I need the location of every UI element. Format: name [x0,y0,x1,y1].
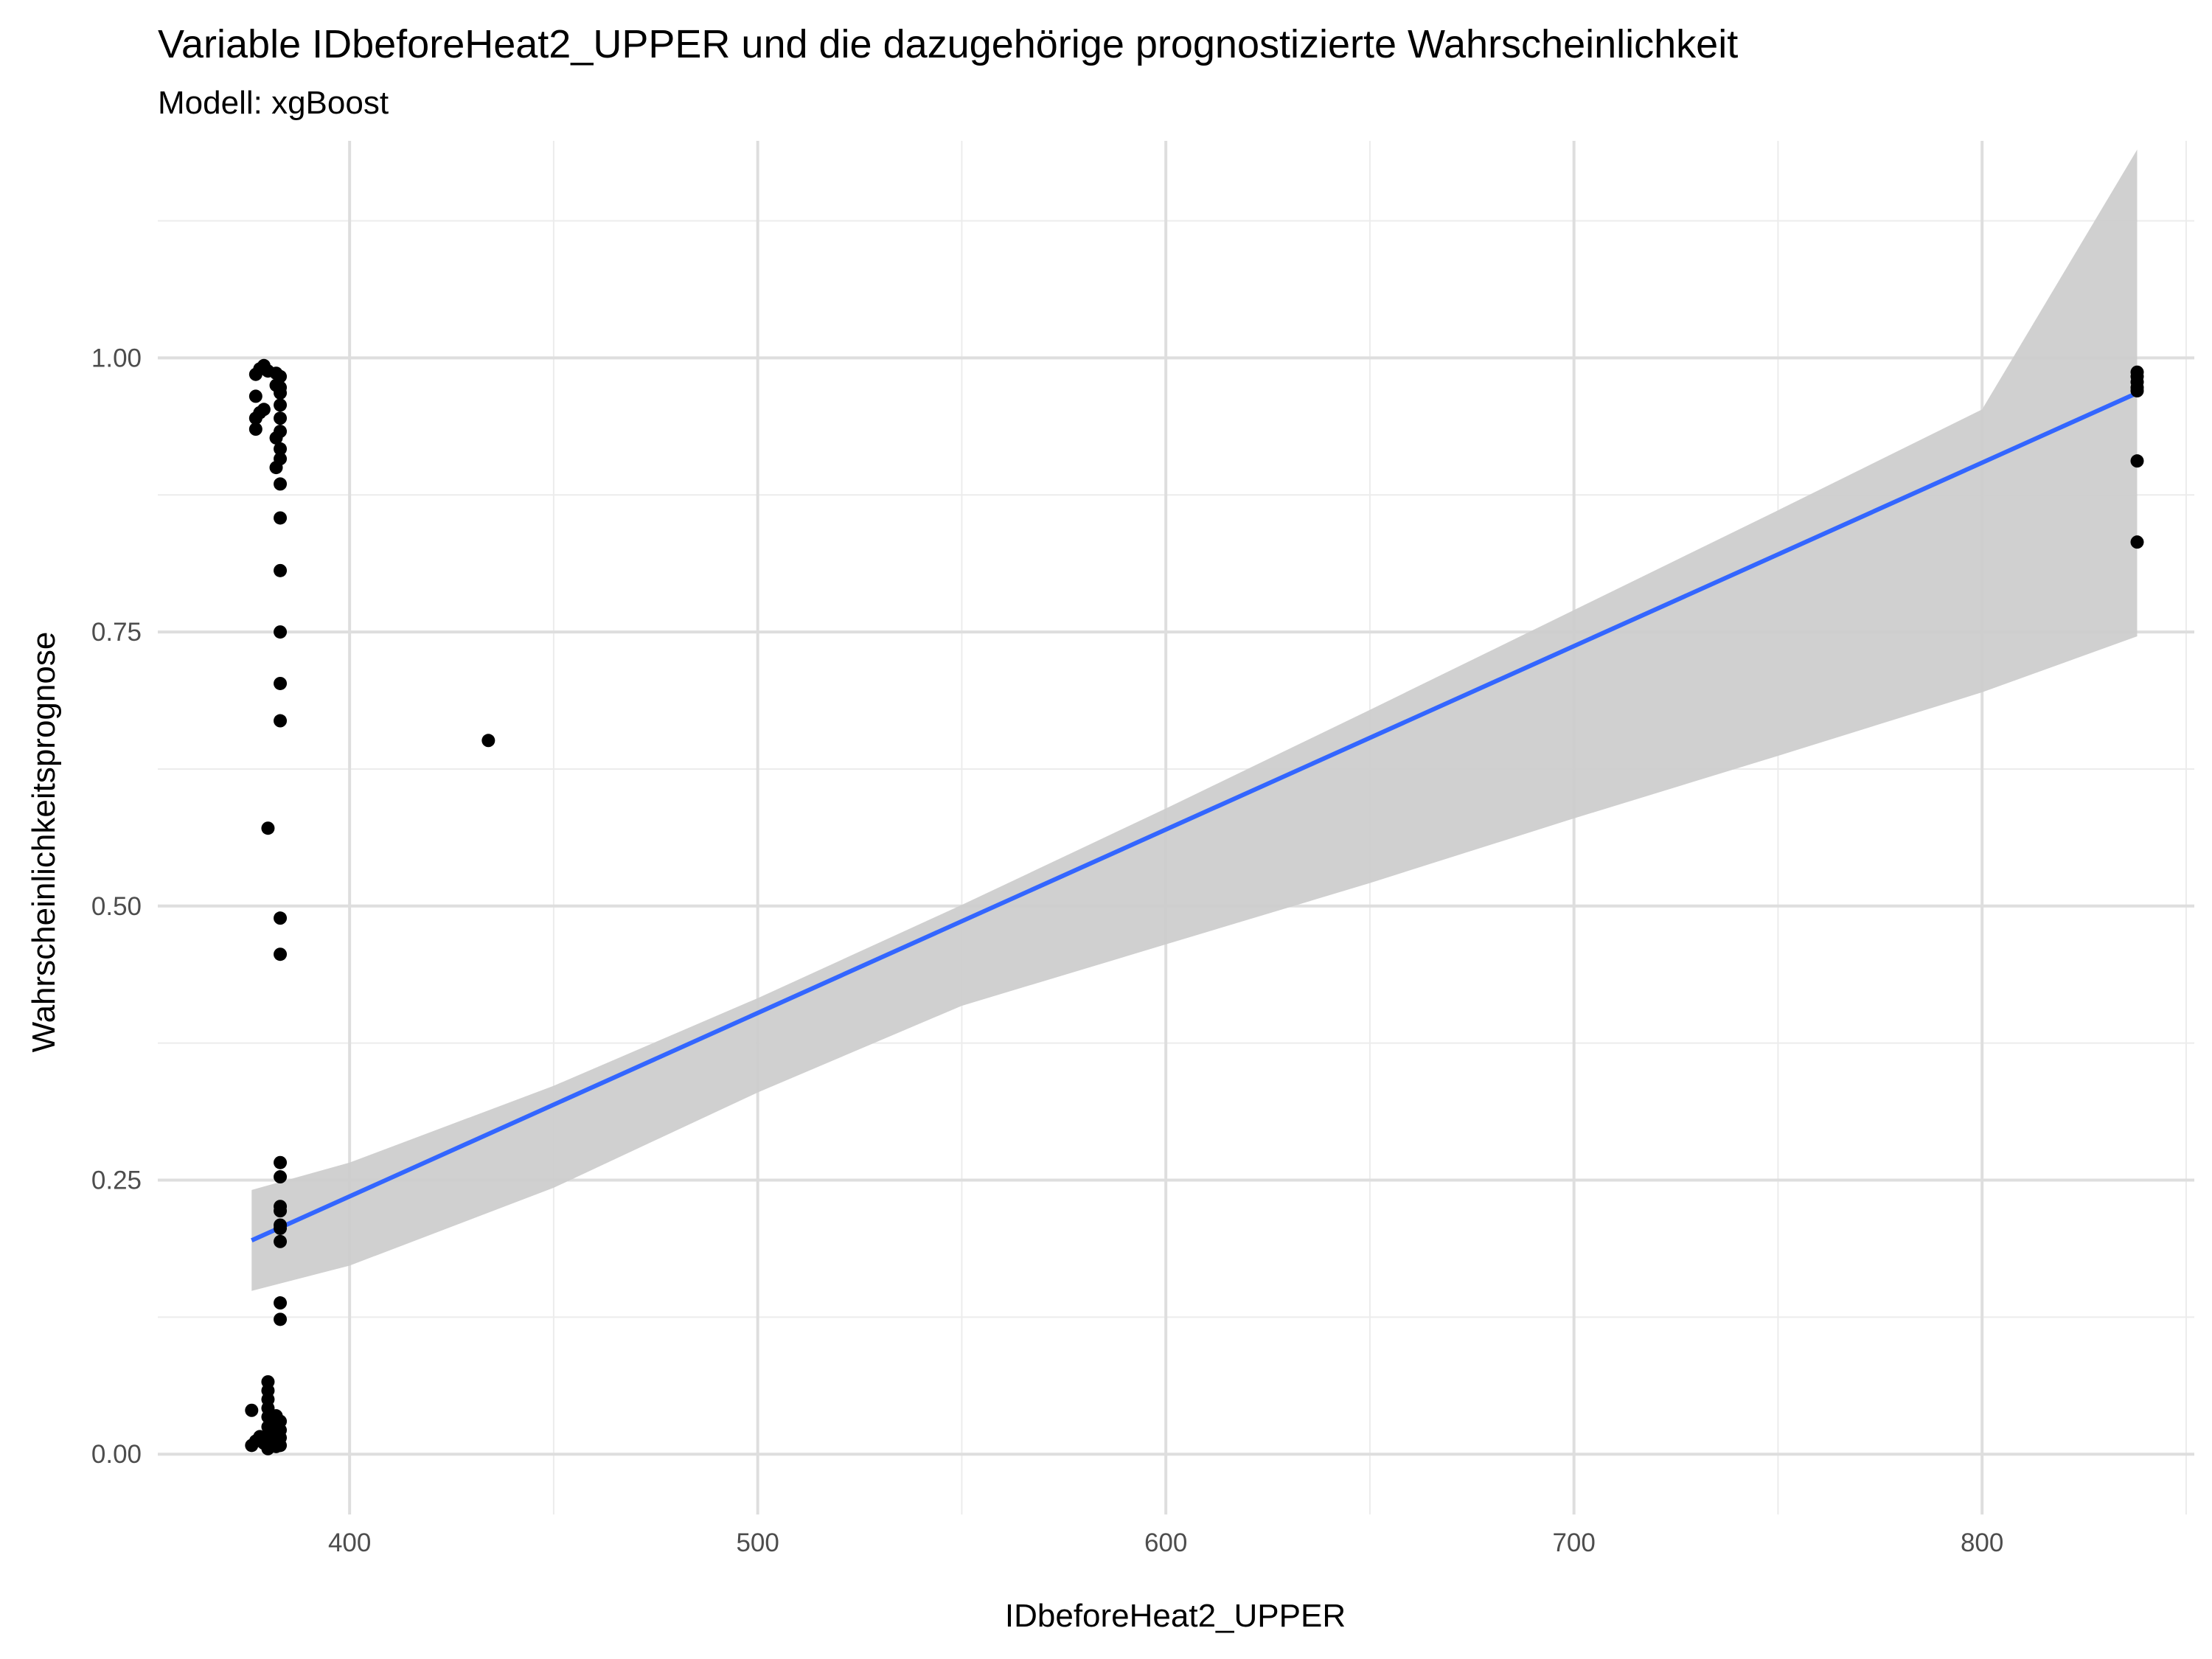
y-tick-label: 0.25 [91,1166,142,1195]
y-tick-label: 1.00 [91,344,142,372]
fit-line [251,391,2138,1243]
x-axis-title: IDbeforeHeat2_UPPER [1005,1598,1346,1634]
data-point [274,947,288,961]
data-point [245,1403,259,1417]
y-tick-label: 0.00 [91,1440,142,1469]
data-point [274,1155,288,1169]
data-point [274,425,288,439]
data-point [274,1439,288,1453]
y-tick-label: 0.75 [91,618,142,647]
x-tick-label: 700 [1552,1528,1595,1557]
x-tick-label: 400 [328,1528,371,1557]
x-axis-tick-labels: 400 500 600 700 800 [328,1528,2003,1557]
data-point [274,398,288,412]
chart-title: Variable IDbeforeHeat2_UPPER und die daz… [158,22,1738,66]
x-tick-label: 800 [1961,1528,2003,1557]
x-tick-label: 500 [736,1528,779,1557]
data-point [257,403,271,417]
y-tick-label: 0.50 [91,892,142,921]
confidence-band [251,149,2138,1291]
data-point [274,1204,288,1218]
data-point [274,511,288,525]
y-axis-title: Wahrscheinlichkeitsprognose [26,632,62,1053]
data-point [274,369,288,383]
data-point [274,1221,288,1235]
y-axis-tick-labels: 0.00 0.25 0.50 0.75 1.00 [91,344,142,1469]
data-point [274,411,288,425]
data-point [274,452,288,466]
data-point [2130,454,2144,468]
data-point [274,625,288,639]
data-point [274,1296,288,1310]
chart-subtitle: Modell: xgBoost [158,85,389,121]
data-point [248,389,262,403]
data-point [261,821,275,835]
data-point [248,422,262,437]
x-tick-label: 600 [1144,1528,1187,1557]
data-point [274,911,288,925]
data-point [274,563,288,577]
data-point [274,386,288,400]
data-point [2130,383,2144,397]
data-point [274,477,288,491]
data-point [274,676,288,690]
data-point [2130,535,2144,549]
data-point [274,714,288,728]
data-point [274,1170,288,1184]
data-point [274,442,288,456]
scatter-points [245,358,2144,1455]
data-point [274,1312,288,1326]
data-point [481,734,495,748]
data-point [274,1234,288,1248]
